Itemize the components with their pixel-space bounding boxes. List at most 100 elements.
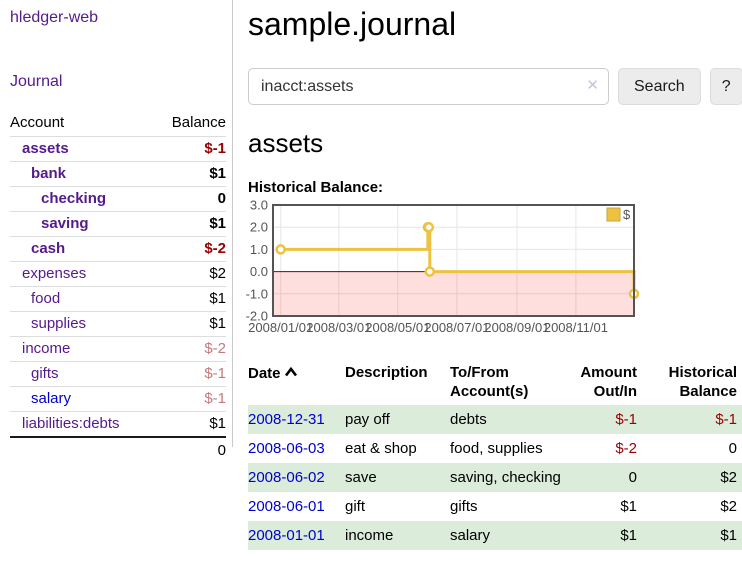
transaction-date-link[interactable]: 2008-06-01 xyxy=(248,498,325,515)
account-cell: assets xyxy=(10,136,155,162)
register-column-date[interactable]: Date xyxy=(248,360,345,405)
help-button[interactable]: ? xyxy=(709,68,742,105)
account-row: bank $1 xyxy=(10,161,226,187)
main-panel: sample.journal ✕ Search ? assets Histori… xyxy=(233,0,742,550)
register-row: 2008-06-02 save saving, checking 0 $2 xyxy=(248,463,742,492)
register-body: 2008-12-31 pay off debts $-1 $-1 2008-06-03 ea… xyxy=(248,405,742,550)
sidebar-account-balance: $1 xyxy=(154,311,226,337)
register-balance-cell: 0 xyxy=(728,440,737,457)
chart-title: Historical Balance: xyxy=(248,179,384,196)
sidebar-account-link-gifts[interactable]: gifts xyxy=(31,365,59,382)
register-accounts-cell: gifts xyxy=(450,498,478,515)
account-row: salary $-1 xyxy=(10,386,226,412)
svg-text:2008/05/01: 2008/05/01 xyxy=(365,320,430,335)
sidebar-account-balance: $1 xyxy=(154,286,226,312)
account-cell: bank xyxy=(10,161,155,187)
register-balance-cell: $-1 xyxy=(715,411,737,428)
sidebar-account-link-salary[interactable]: salary xyxy=(31,390,72,407)
svg-text:2.0: 2.0 xyxy=(250,220,268,235)
sidebar-account-link-supplies[interactable]: supplies xyxy=(31,315,87,332)
account-tree: Account Balance assets $-1 bank $1 checking 0… xyxy=(10,112,226,463)
register-amount-cell: $-1 xyxy=(615,411,637,428)
register-row: 2008-06-03 eat & shop food, supplies $-2 0 xyxy=(248,434,742,463)
sidebar-account-balance: $1 xyxy=(154,211,226,237)
account-cell: checking xyxy=(10,186,155,212)
sort-asc-icon xyxy=(284,363,298,382)
account-cell: liabilities:debts xyxy=(10,411,155,438)
sidebar-account-link-cash[interactable]: cash xyxy=(31,240,66,257)
clear-search-icon[interactable]: ✕ xyxy=(586,77,599,94)
sidebar-account-balance: $-1 xyxy=(154,361,226,387)
register-amount-cell: 0 xyxy=(628,469,637,486)
register-column-balance: Historical Balance xyxy=(668,364,737,400)
search-button[interactable]: Search xyxy=(618,68,701,105)
register-column-amount: Amount Out/In xyxy=(580,364,637,400)
account-cell: saving xyxy=(10,211,155,237)
account-heading: assets xyxy=(248,128,324,158)
register-amount-cell: $1 xyxy=(620,498,637,515)
account-row: gifts $-1 xyxy=(10,361,226,387)
total-balance: 0 xyxy=(217,442,226,459)
search-input[interactable] xyxy=(248,68,609,105)
sidebar-account-link-assets[interactable]: assets xyxy=(22,140,69,157)
account-cell: gifts xyxy=(10,361,155,387)
register-accounts-cell: salary xyxy=(450,527,491,544)
register-balance-cell: $2 xyxy=(720,498,737,515)
sidebar-account-balance: $-1 xyxy=(154,386,226,412)
sidebar-account-balance: $1 xyxy=(154,411,226,438)
nav-journal-link[interactable]: Journal xyxy=(10,73,63,90)
search-bar: ✕ Search ? xyxy=(248,68,742,105)
account-total-row: 0 xyxy=(10,437,226,463)
register-row: 2008-01-01 income salary $1 $1 xyxy=(248,521,742,550)
account-row: saving $1 xyxy=(10,211,226,237)
sidebar-account-balance: $-2 xyxy=(154,236,226,262)
sidebar-account-link-bank[interactable]: bank xyxy=(31,165,67,182)
sidebar-account-link-income[interactable]: income xyxy=(22,340,71,357)
register-description-cell: gift xyxy=(345,498,366,515)
register-column-accounts: To/From Account(s) xyxy=(450,364,529,400)
sidebar-account-link-checking[interactable]: checking xyxy=(41,190,107,207)
sidebar-account-link-food[interactable]: food xyxy=(31,290,61,307)
historical-balance-chart: 3.0 2.0 1.0 0.0 -1.0 -2.02008/01/012008/03/01… xyxy=(246,198,640,335)
transaction-date-link[interactable]: 2008-01-01 xyxy=(248,527,325,544)
account-cell: expenses xyxy=(10,261,155,287)
register-date-cell: 2008-01-01 xyxy=(248,521,345,550)
transaction-date-link[interactable]: 2008-06-02 xyxy=(248,469,325,486)
account-row: income $-2 xyxy=(10,336,226,362)
account-cell: cash xyxy=(10,236,155,262)
svg-text:1.0: 1.0 xyxy=(250,242,268,257)
account-row: expenses $2 xyxy=(10,261,226,287)
account-row: cash $-2 xyxy=(10,236,226,262)
transaction-date-link[interactable]: 2008-06-03 xyxy=(248,440,325,457)
app-brand-link[interactable]: hledger-web xyxy=(10,9,99,26)
account-row: liabilities:debts $1 xyxy=(10,411,226,438)
total-spacer xyxy=(10,437,154,463)
register-accounts-cell: food, supplies xyxy=(450,440,543,457)
register-accounts-cell: debts xyxy=(450,411,487,428)
register-balance-cell: $1 xyxy=(720,527,737,544)
svg-text:2008/03/01: 2008/03/01 xyxy=(306,320,371,335)
register-balance-cell: $2 xyxy=(720,469,737,486)
search-input-wrap: ✕ xyxy=(248,68,609,105)
svg-text:-1.0: -1.0 xyxy=(246,286,268,301)
register-row: 2008-12-31 pay off debts $-1 $-1 xyxy=(248,405,742,434)
svg-text:$: $ xyxy=(623,207,631,222)
sidebar-account-link-expenses[interactable]: expenses xyxy=(22,265,87,282)
date-column-label: Date xyxy=(248,365,281,382)
register-amount-cell: $-2 xyxy=(615,440,637,457)
account-column-header: Account xyxy=(10,114,65,131)
sidebar-account-link-liabilities-debts[interactable]: liabilities:debts xyxy=(22,415,120,432)
balance-column-header: Balance xyxy=(171,114,226,131)
account-row: assets $-1 xyxy=(10,136,226,162)
register-table: Date Description To/From Account(s) Amou… xyxy=(248,360,742,550)
sidebar-account-balance: $2 xyxy=(154,261,226,287)
sidebar-account-link-saving[interactable]: saving xyxy=(41,215,89,232)
register-description-cell: eat & shop xyxy=(345,440,417,457)
register-date-cell: 2008-06-01 xyxy=(248,492,345,521)
register-description-cell: income xyxy=(345,527,394,544)
transaction-date-link[interactable]: 2008-12-31 xyxy=(248,411,325,428)
register-accounts-cell: saving, checking xyxy=(450,469,561,486)
register-column-description: Description xyxy=(345,364,428,381)
register-description-cell: save xyxy=(345,469,377,486)
sidebar-account-balance: $1 xyxy=(154,161,226,187)
